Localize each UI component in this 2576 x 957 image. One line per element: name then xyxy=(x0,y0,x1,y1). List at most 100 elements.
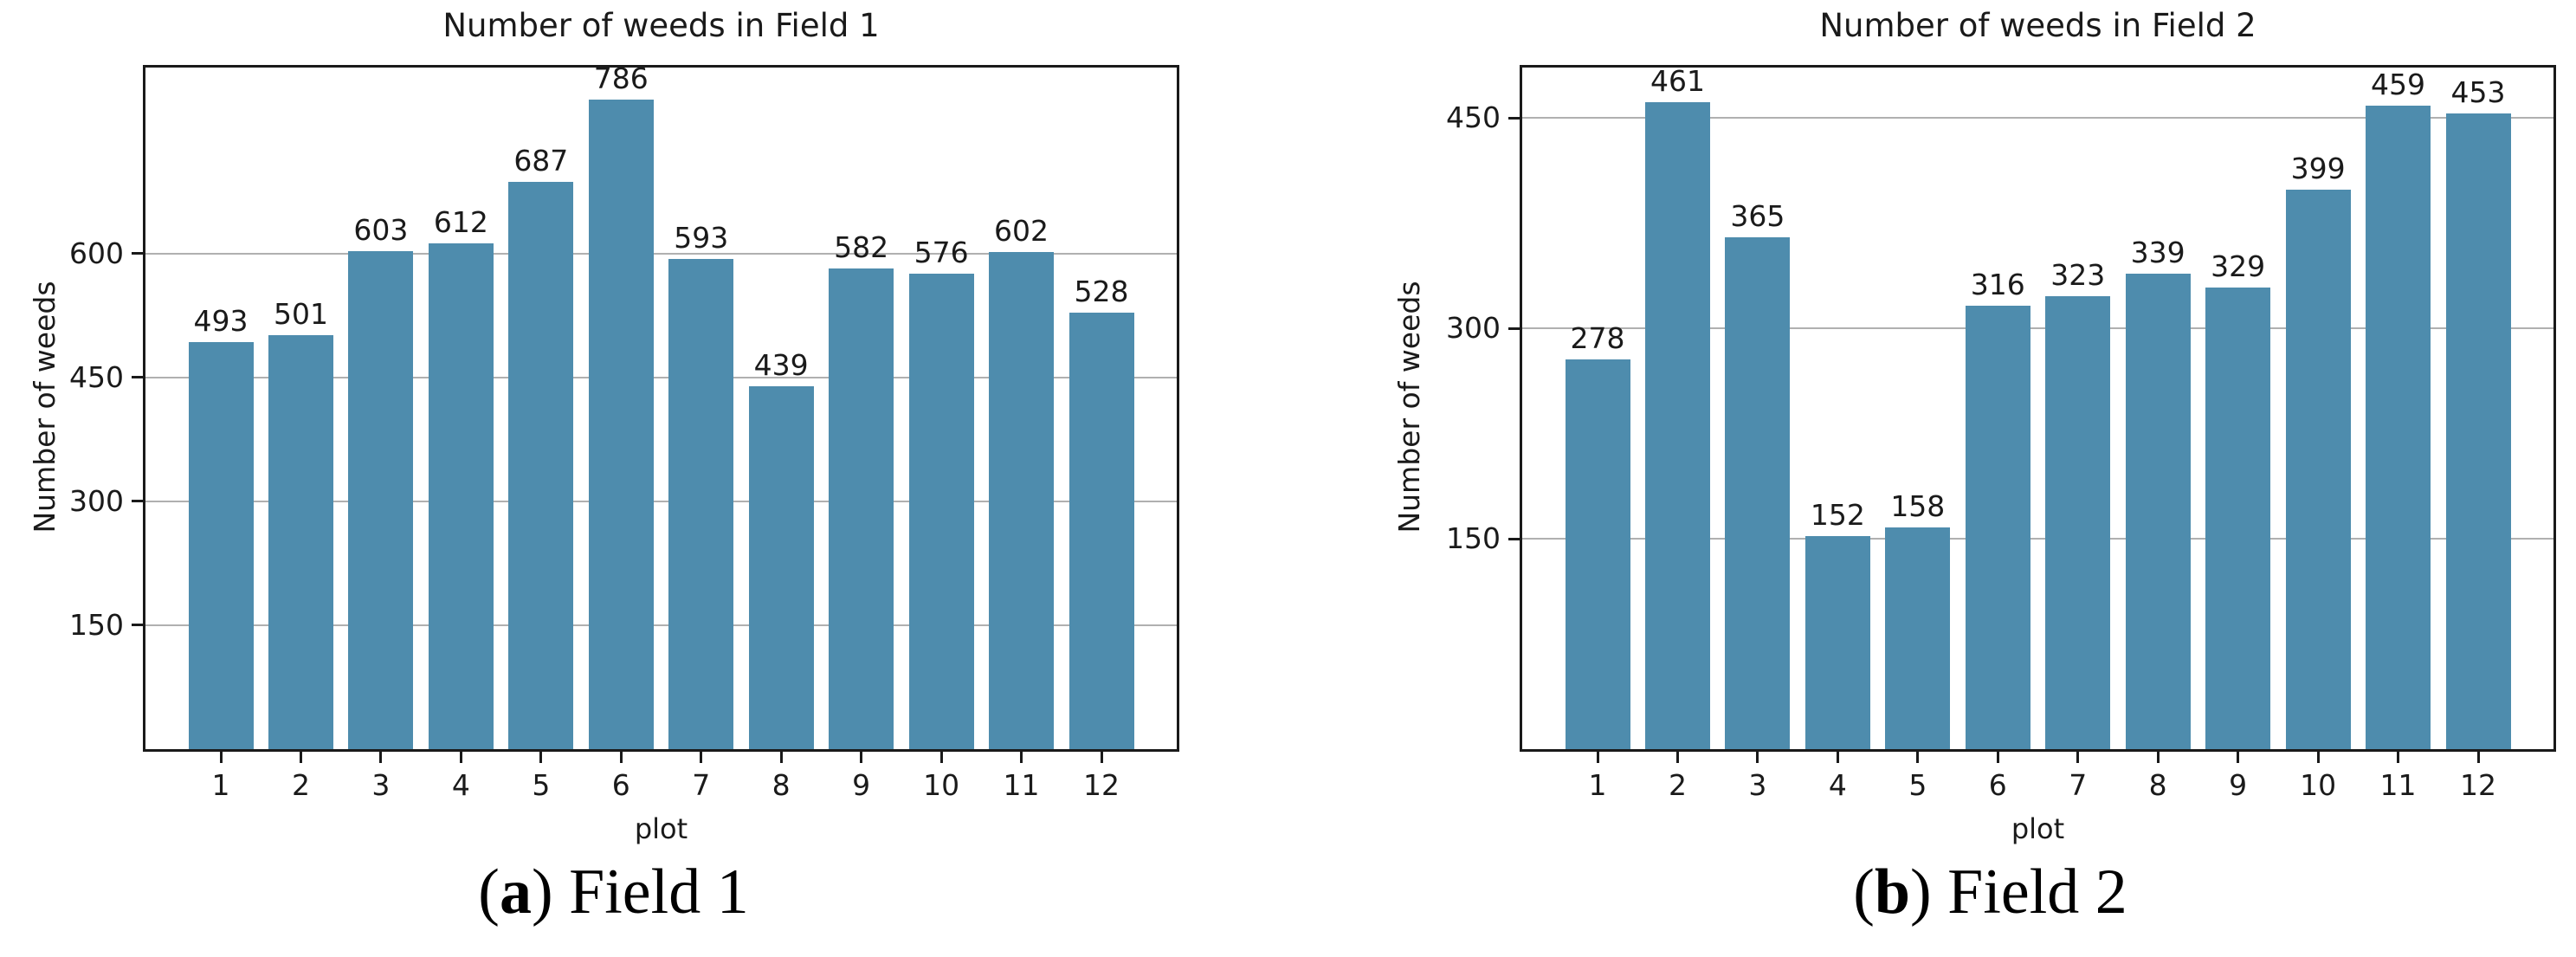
chart-title: Number of weeds in Field 2 xyxy=(1819,7,2256,44)
y-tick-label: 150 xyxy=(69,607,124,642)
gridline-y-300 xyxy=(1522,327,2553,330)
bar-plot-1 xyxy=(1565,359,1630,749)
y-axis-tick xyxy=(1508,327,1520,330)
bar-plot-9 xyxy=(2205,288,2271,749)
x-axis-tick xyxy=(1020,752,1023,763)
bar-plot-6 xyxy=(1965,306,2030,749)
x-axis-tick xyxy=(619,752,623,763)
x-tick-label: 8 xyxy=(772,768,791,802)
x-axis-tick xyxy=(1675,752,1679,763)
bar-plot-12 xyxy=(2445,113,2511,749)
y-axis-tick xyxy=(1508,116,1520,120)
x-axis-label: plot xyxy=(2011,812,2065,845)
bar-plot-6 xyxy=(588,100,654,749)
x-tick-label: 3 xyxy=(371,768,391,802)
bar-plot-1 xyxy=(188,341,254,749)
x-axis-tick xyxy=(299,752,302,763)
bar-value-label: 493 xyxy=(193,303,249,338)
bar-plot-4 xyxy=(428,243,494,749)
bar-plot-7 xyxy=(668,259,734,749)
x-tick-label: 1 xyxy=(211,768,230,802)
bar-value-label: 582 xyxy=(834,230,889,264)
bar-value-label: 439 xyxy=(753,348,809,383)
bar-value-label: 461 xyxy=(1650,64,1705,99)
gridline-y-300 xyxy=(145,500,1177,502)
bar-plot-7 xyxy=(2045,295,2111,749)
bar-plot-12 xyxy=(1068,313,1134,749)
x-tick-label: 3 xyxy=(1748,768,1767,802)
x-tick-label: 4 xyxy=(1828,768,1847,802)
bar-plot-5 xyxy=(1885,527,1951,749)
x-tick-label: 12 xyxy=(2460,768,2496,802)
bar-value-label: 339 xyxy=(2130,236,2185,270)
y-tick-label: 600 xyxy=(69,236,124,270)
bar-value-label: 453 xyxy=(2450,75,2506,110)
bar-plot-9 xyxy=(829,268,894,749)
x-axis-tick xyxy=(2156,752,2160,763)
x-tick-label: 1 xyxy=(1588,768,1607,802)
x-tick-label: 11 xyxy=(2379,768,2417,802)
bar-value-label: 399 xyxy=(2290,151,2346,185)
x-tick-label: 5 xyxy=(532,768,551,802)
y-axis-label: Number of weeds xyxy=(1392,281,1426,533)
y-axis-tick xyxy=(132,376,143,379)
x-axis-tick xyxy=(700,752,703,763)
bar-value-label: 528 xyxy=(1074,275,1129,309)
bar-plot-10 xyxy=(2285,189,2351,749)
x-axis-tick xyxy=(1916,752,1920,763)
gridline-y-150 xyxy=(145,624,1177,626)
bar-value-label: 602 xyxy=(994,213,1049,248)
bar-plot-2 xyxy=(268,335,333,749)
x-axis-tick xyxy=(1596,752,1599,763)
plot-area xyxy=(143,65,1179,752)
x-axis-tick xyxy=(2397,752,2400,763)
x-axis-tick xyxy=(779,752,783,763)
bar-value-label: 329 xyxy=(2211,249,2266,284)
y-axis-tick xyxy=(132,252,143,255)
bar-value-label: 603 xyxy=(353,212,409,247)
bar-plot-8 xyxy=(748,386,814,749)
caption-letter: b xyxy=(1874,857,1911,928)
bar-value-label: 501 xyxy=(273,297,328,332)
bar-value-label: 316 xyxy=(1970,268,2025,302)
bar-plot-2 xyxy=(1644,102,1710,749)
x-tick-label: 7 xyxy=(692,768,711,802)
bar-value-label: 459 xyxy=(2371,67,2426,101)
x-axis-tick xyxy=(1100,752,1103,763)
x-axis-tick xyxy=(219,752,223,763)
x-tick-label: 11 xyxy=(1003,768,1040,802)
y-axis-tick xyxy=(132,624,143,627)
chart-title: Number of weeds in Field 1 xyxy=(442,7,880,44)
y-tick-label: 450 xyxy=(1446,100,1501,135)
x-tick-label: 2 xyxy=(1668,768,1687,802)
bar-value-label: 365 xyxy=(1730,198,1785,233)
x-tick-label: 6 xyxy=(611,768,630,802)
x-tick-label: 10 xyxy=(923,768,960,802)
gridline-y-450 xyxy=(145,376,1177,378)
x-axis-tick xyxy=(2237,752,2240,763)
y-axis-tick xyxy=(132,500,143,503)
gridline-y-150 xyxy=(1522,538,2553,540)
bar-plot-5 xyxy=(508,181,574,749)
x-tick-label: 9 xyxy=(852,768,871,802)
x-tick-label: 10 xyxy=(2300,768,2337,802)
bar-value-label: 612 xyxy=(433,205,488,240)
bar-value-label: 152 xyxy=(1810,497,1865,532)
x-tick-label: 7 xyxy=(2069,768,2088,802)
subfigure-caption-a: (a) Field 1 xyxy=(224,850,1004,934)
bar-value-label: 687 xyxy=(513,143,569,178)
y-tick-label: 300 xyxy=(69,483,124,518)
x-axis-label: plot xyxy=(634,812,688,845)
bar-value-label: 593 xyxy=(674,221,729,255)
caption-letter: a xyxy=(499,857,532,928)
x-axis-tick xyxy=(860,752,863,763)
x-axis-tick xyxy=(379,752,383,763)
y-tick-label: 300 xyxy=(1446,311,1501,346)
x-axis-tick xyxy=(2316,752,2320,763)
bar-plot-3 xyxy=(1725,236,1791,749)
caption-paren-open: ( xyxy=(478,857,500,928)
gridline-y-450 xyxy=(1522,117,2553,120)
